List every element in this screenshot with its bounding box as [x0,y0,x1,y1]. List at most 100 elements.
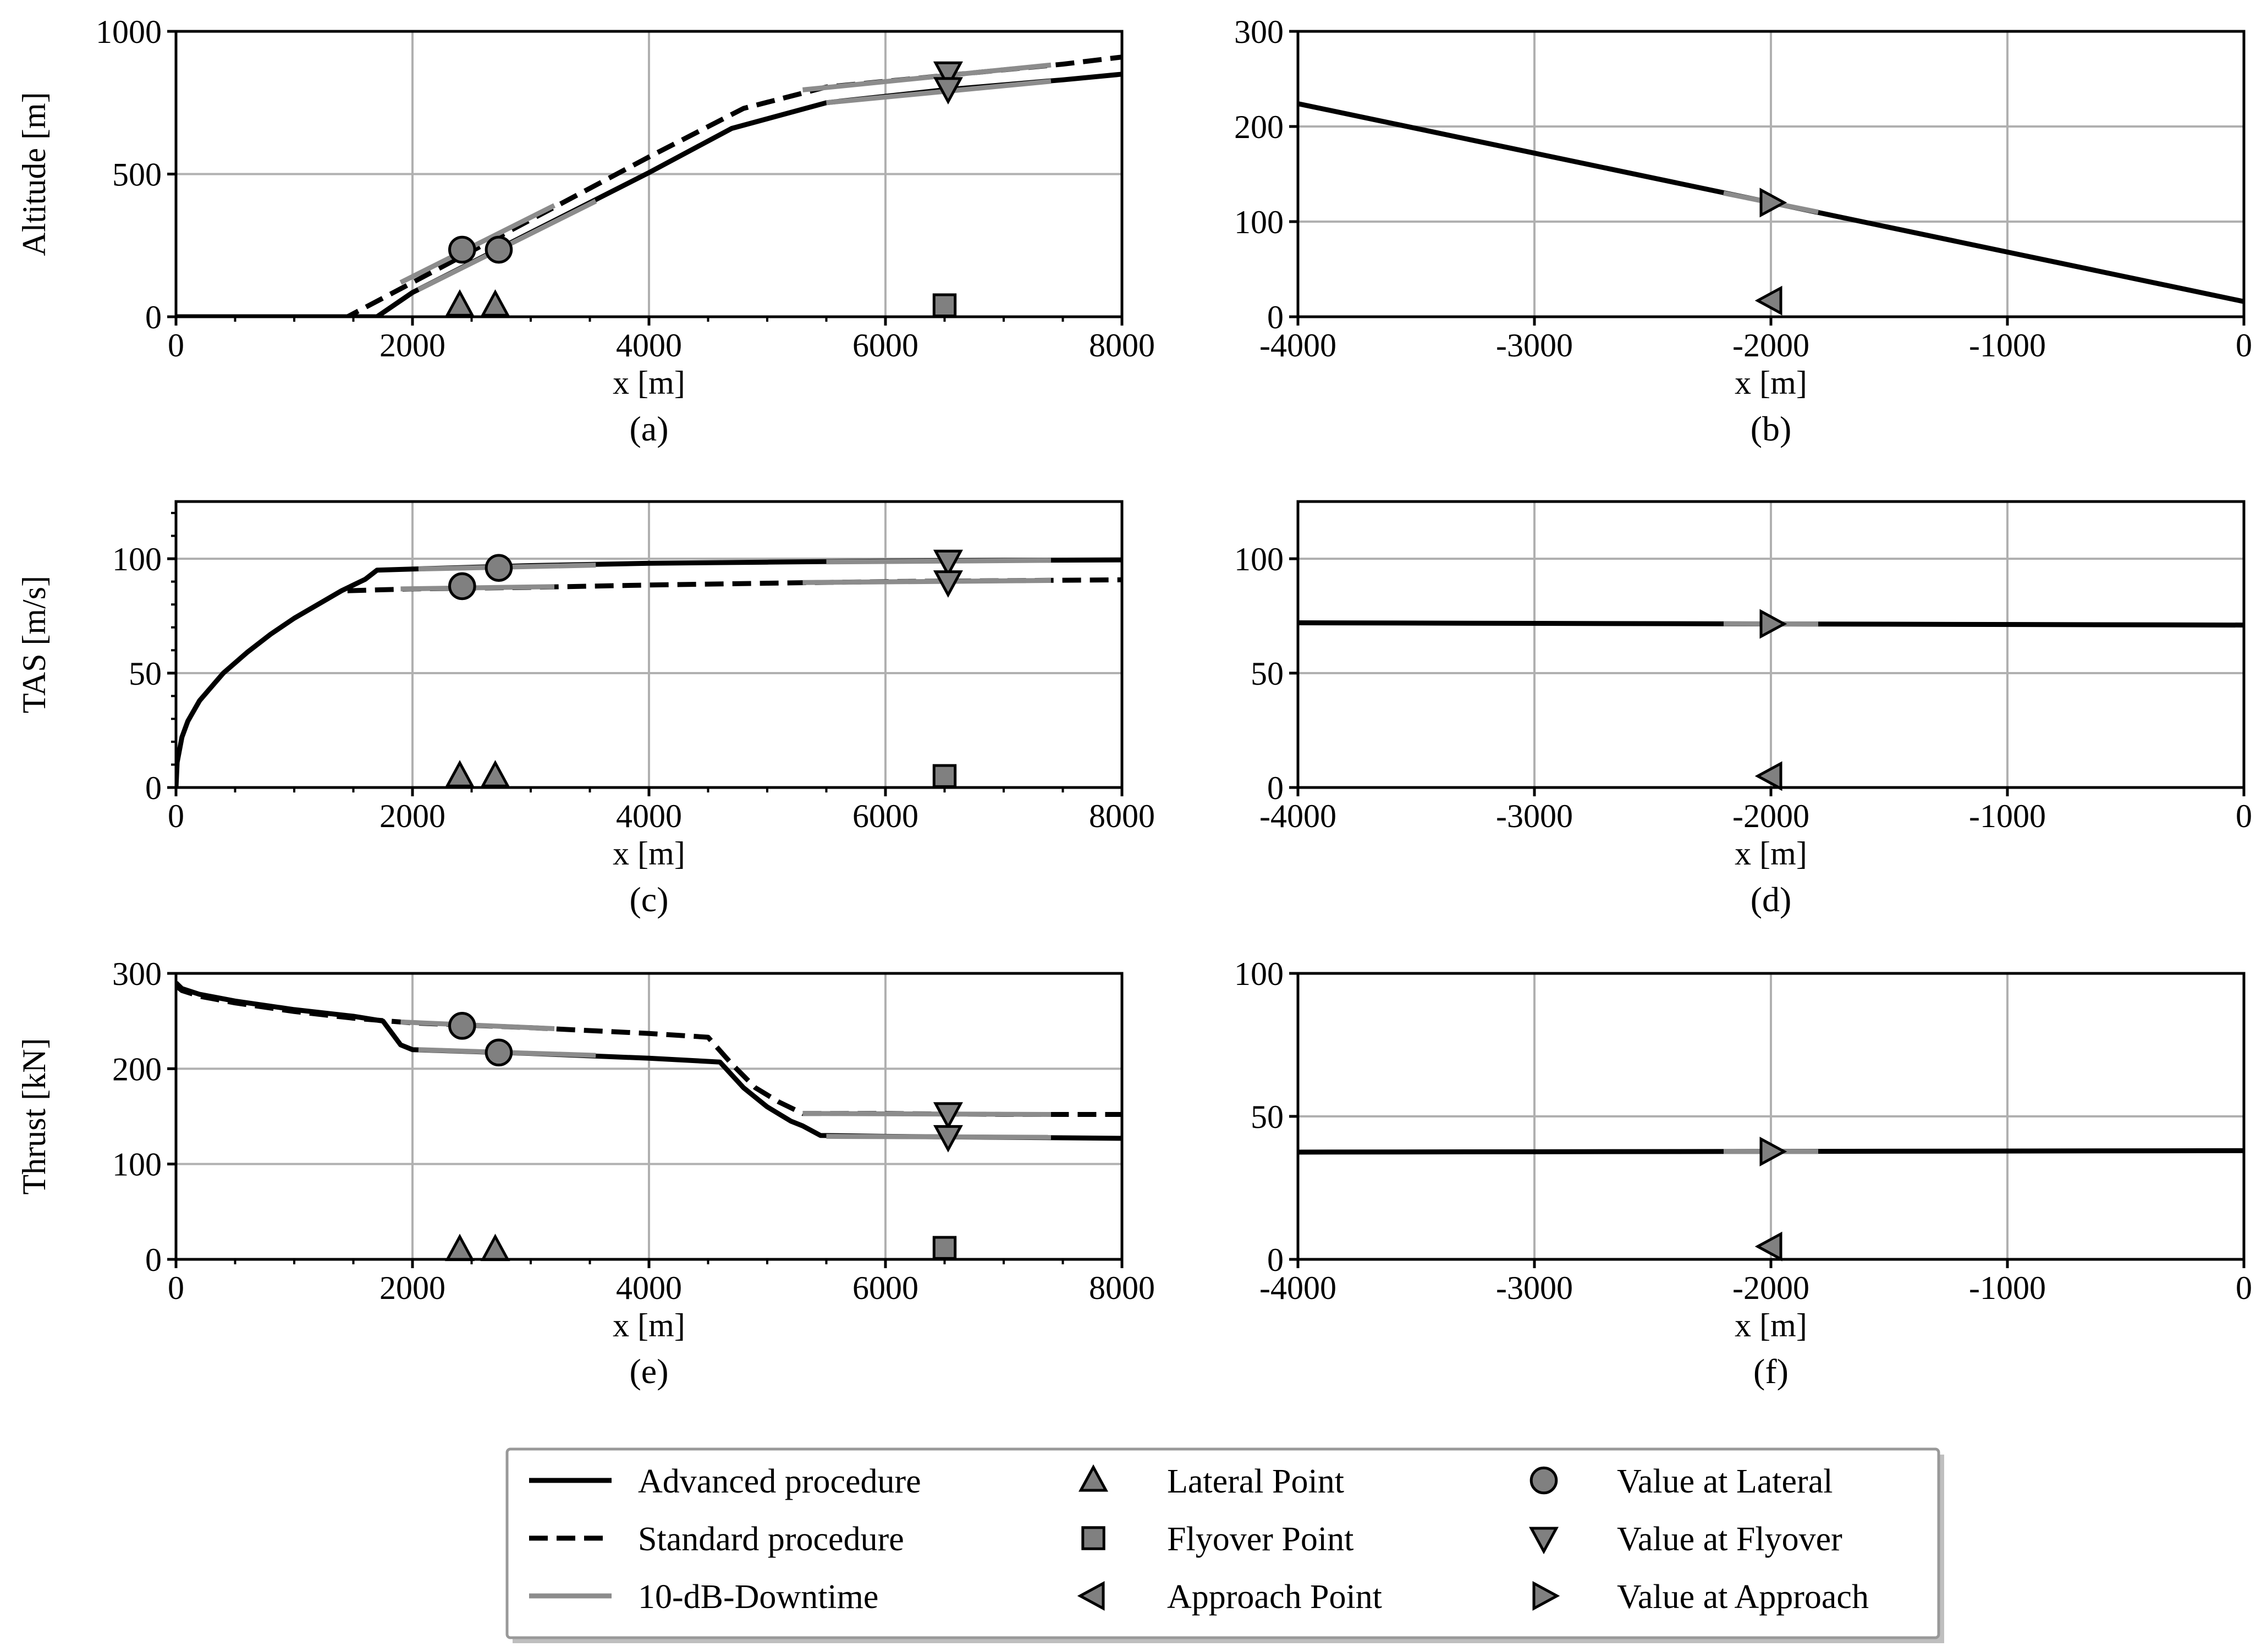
x-tick-label: -1000 [1969,327,2046,364]
y-tick-label: 100 [1234,204,1284,240]
x-tick-label: -1000 [1969,798,2046,834]
marker-circle [448,235,476,264]
y-axis-label: Thrust [kN] [16,1038,52,1195]
legend-label: Standard procedure [638,1521,904,1558]
x-tick-label: 2000 [379,798,445,834]
y-tick-label: 300 [1234,14,1284,50]
y-tick-label: 100 [112,1147,162,1183]
x-axis-label: x [m] [613,835,685,872]
x-tick-label: -4000 [1259,1270,1336,1306]
x-tick-label: 8000 [1089,1270,1155,1306]
x-tick-label: 0 [168,327,184,364]
x-tick-label: 6000 [852,327,918,364]
y-tick-label: 50 [129,656,162,692]
marker-square [932,293,957,317]
series-group [176,557,1122,788]
x-tick-label: 0 [2236,798,2252,834]
x-tick-label: 4000 [616,327,682,364]
x-tick-label: 8000 [1089,798,1155,834]
marker-tri-left [1754,761,1782,791]
x-tick-label: 6000 [852,798,918,834]
legend-marker-tri-left [1077,1581,1105,1611]
y-tick-label: 0 [145,1242,162,1278]
legend-label: Advanced procedure [638,1463,921,1500]
x-axis-label: x [m] [1735,1307,1807,1343]
x-tick-label: -3000 [1496,1270,1573,1306]
y-tick-label: 500 [112,157,162,193]
marker-circle [448,572,476,601]
series-line-downtime [802,578,1052,585]
series-line-advanced [176,557,1122,788]
y-tick-label: 0 [1267,1242,1284,1278]
x-tick-label: 4000 [616,1270,682,1306]
legend-label: 10-dB-Downtime [638,1578,878,1616]
marker-tri-up [480,289,510,317]
marker-tri-down [933,549,963,577]
legend-frame [505,1447,1940,1639]
x-tick-label: 8000 [1089,327,1155,364]
legend-label: Flyover Point [1167,1521,1353,1558]
legend-label: Value at Approach [1617,1578,1869,1616]
y-tick-label: 0 [1267,770,1284,806]
panel-caption: (e) [629,1352,668,1391]
series-line-downtime [802,62,1052,92]
chart-panel-d: -4000 -3000 -2000 -1000 0 0 50 100 x [m] (d) [1234,500,2252,919]
y-tick-label: 300 [112,956,162,992]
panel-caption: (c) [629,880,668,919]
y-tick-label: 0 [145,770,162,806]
legend-marker-circle [1529,1466,1558,1495]
x-tick-label: -3000 [1496,327,1573,364]
marker-tri-up [444,289,475,317]
chart-panel-c: 0 2000 4000 6000 8000 0 50 100 x [m] TAS [m/s] (c) [16,500,1155,919]
panel-caption: (d) [1751,880,1792,919]
x-tick-label: -2000 [1732,798,1809,834]
chart-panel-e: 0 2000 4000 6000 8000 0 100 200 300 x [m] Thrust [… [16,956,1155,1391]
y-tick-label: 1000 [96,14,162,50]
marker-square [932,764,957,788]
legend-marker-tri-up [1078,1464,1109,1492]
x-tick-label: -2000 [1732,1270,1809,1306]
x-tick-label: 4000 [616,798,682,834]
marker-tri-right [1759,188,1787,218]
panel-caption: (b) [1751,409,1792,448]
y-tick-label: 0 [145,299,162,335]
marker-tri-right [1759,1136,1787,1166]
series-line-downtime [826,558,1052,565]
legend-marker-tri-down [1528,1527,1559,1555]
marker-tri-down [933,1125,963,1153]
marker-circle [485,235,513,264]
x-tick-label: -3000 [1496,798,1573,834]
chart-panel-f: -4000 -3000 -2000 -1000 0 0 50 100 x [m] (f) [1234,956,2252,1391]
y-tick-label: 200 [1234,109,1284,145]
legend-marker-tri-right [1532,1581,1560,1611]
marker-circle [448,1012,476,1040]
legend-marker-square [1081,1526,1105,1550]
x-axis-label: x [m] [1735,835,1807,872]
marker-tri-down [933,1102,963,1130]
marker-tri-left [1754,1231,1782,1262]
marker-circle [485,1038,513,1067]
series-line-downtime [826,1133,1052,1140]
marker-tri-up [444,1234,475,1262]
marker-tri-up [444,759,475,788]
legend-label: Value at Flyover [1617,1521,1842,1558]
series-group [176,981,1122,1141]
x-tick-label: 0 [2236,1270,2252,1306]
x-tick-label: 0 [168,1270,184,1306]
x-tick-label: 0 [2236,327,2252,364]
chart-panel-a: 0 2000 4000 6000 8000 0 500 1000 x [m] Altitude [… [16,14,1155,448]
series-line-downtime [400,584,555,592]
series-line-downtime [802,1111,1052,1117]
y-tick-label: 50 [1251,1099,1284,1135]
x-axis-label: x [m] [613,365,685,401]
x-tick-label: -4000 [1259,327,1336,364]
y-axis-label: Altitude [m] [16,92,52,256]
legend: Advanced procedure Lateral Point Value at … [505,1447,1944,1643]
x-tick-label: 2000 [379,327,445,364]
marker-tri-up [480,1234,510,1262]
series-line-downtime [400,1019,555,1031]
legend-label: Value at Lateral [1617,1463,1833,1500]
x-tick-label: -1000 [1969,1270,2046,1306]
marker-tri-up [480,759,510,788]
